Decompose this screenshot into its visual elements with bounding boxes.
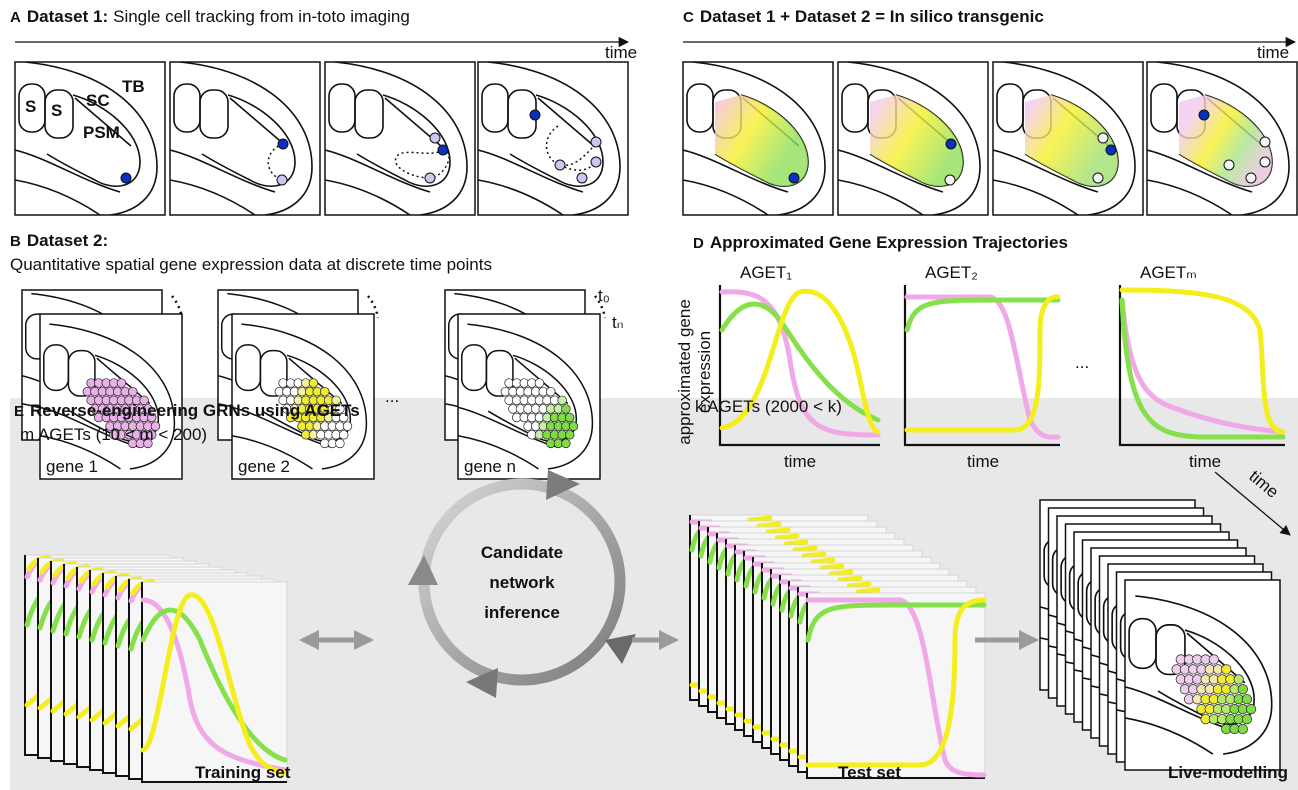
tracked-cell bbox=[946, 139, 956, 149]
cell bbox=[562, 439, 571, 448]
aget-curve bbox=[786, 542, 806, 544]
aget-curve bbox=[822, 566, 842, 568]
body: ADataset 1:Single cell tracking from in-… bbox=[0, 0, 1298, 790]
tracked-cell bbox=[789, 173, 799, 183]
tracked-cell bbox=[1260, 137, 1270, 147]
panel-b-subtitle: Quantitative spatial gene expression dat… bbox=[10, 255, 492, 274]
frame bbox=[1125, 580, 1280, 770]
panel-c-frames bbox=[683, 62, 1297, 215]
aget-curve bbox=[849, 584, 869, 586]
tracked-cell bbox=[945, 175, 955, 185]
cycle-label: network bbox=[489, 573, 555, 592]
cell bbox=[339, 430, 348, 439]
tissue-label: SC bbox=[86, 91, 110, 110]
ellipsis: ... bbox=[1075, 353, 1089, 372]
aget-curve bbox=[750, 518, 770, 520]
tracked-cell bbox=[1093, 173, 1103, 183]
aget-curve bbox=[858, 590, 878, 592]
panel-e-heading: EReverse-engineering GRNs using AGETs bbox=[14, 401, 360, 420]
cell bbox=[1242, 694, 1252, 704]
cell bbox=[562, 405, 571, 414]
ellipsis: ... bbox=[385, 387, 399, 406]
stack-label: Live-modelling bbox=[1168, 763, 1288, 782]
training-count: m AGETs (10 < m < 200) bbox=[20, 425, 207, 444]
cell bbox=[1238, 685, 1248, 695]
tracked-cell bbox=[1260, 157, 1270, 167]
cell bbox=[1222, 665, 1232, 675]
y-axis-label: approximated gene bbox=[675, 299, 694, 445]
cell bbox=[546, 387, 555, 396]
cell bbox=[117, 379, 126, 388]
cell bbox=[336, 439, 345, 448]
page: Figure { "panel_a": {"letter": "A", "tit… bbox=[0, 0, 1298, 790]
cell bbox=[558, 396, 567, 405]
plot-label: AGET₂ bbox=[925, 263, 978, 282]
tracked-cell bbox=[1106, 145, 1116, 155]
stack-label: Training set bbox=[195, 763, 291, 782]
gene-label: gene 1 bbox=[46, 457, 98, 476]
tissue-label: S bbox=[25, 97, 36, 116]
aget-curve bbox=[840, 578, 860, 580]
time-label: time bbox=[1257, 43, 1289, 62]
x-axis-label: time bbox=[967, 452, 999, 471]
cell bbox=[565, 413, 574, 422]
cell bbox=[565, 430, 574, 439]
cell bbox=[320, 387, 329, 396]
figure: ADataset 1:Single cell tracking from in-… bbox=[0, 0, 1298, 790]
cell bbox=[1209, 655, 1219, 665]
gene-label: gene n bbox=[464, 457, 516, 476]
time-label: time bbox=[605, 43, 637, 62]
cell bbox=[535, 379, 544, 388]
stack-label: Test set bbox=[838, 763, 901, 782]
test-count: k AGETs (2000 < k) bbox=[695, 397, 842, 416]
cell bbox=[309, 379, 318, 388]
plot-label: AGETₘ bbox=[1140, 263, 1197, 282]
cell bbox=[343, 422, 352, 431]
aget-curve bbox=[768, 530, 788, 532]
gene-label: gene 2 bbox=[238, 457, 290, 476]
aget-curve bbox=[831, 572, 851, 574]
plot-label: AGET₁ bbox=[740, 263, 792, 282]
aget-curve bbox=[759, 524, 779, 526]
cycle-label: Candidate bbox=[481, 543, 563, 562]
cell bbox=[1242, 714, 1252, 724]
x-axis-label: time bbox=[1189, 452, 1221, 471]
aget-curve bbox=[813, 560, 833, 562]
cell bbox=[1234, 675, 1244, 685]
tracked-cell bbox=[1224, 160, 1234, 170]
cycle-label: inference bbox=[484, 603, 560, 622]
aget-curve bbox=[804, 554, 824, 556]
x-axis-label: time bbox=[784, 452, 816, 471]
tracked-cell bbox=[1246, 173, 1256, 183]
tracked-cell bbox=[1199, 110, 1209, 120]
cell bbox=[569, 422, 578, 431]
aget-curve bbox=[795, 548, 815, 550]
panel-b-frames: gene 1 gene 2 gene n bbox=[22, 290, 605, 479]
aget-curve bbox=[777, 536, 797, 538]
tissue-label: PSM bbox=[83, 123, 120, 142]
tissue-label: TB bbox=[122, 77, 145, 96]
panel-a-heading: ADataset 1:Single cell tracking from in-… bbox=[10, 7, 410, 26]
tissue-label: S bbox=[51, 101, 62, 120]
time-point-label: tₙ bbox=[612, 313, 624, 332]
cell bbox=[1238, 724, 1248, 734]
tracked-cell bbox=[1098, 133, 1108, 143]
time-point-label: t₀ bbox=[598, 286, 610, 305]
cell bbox=[1246, 704, 1256, 714]
cell bbox=[128, 387, 137, 396]
